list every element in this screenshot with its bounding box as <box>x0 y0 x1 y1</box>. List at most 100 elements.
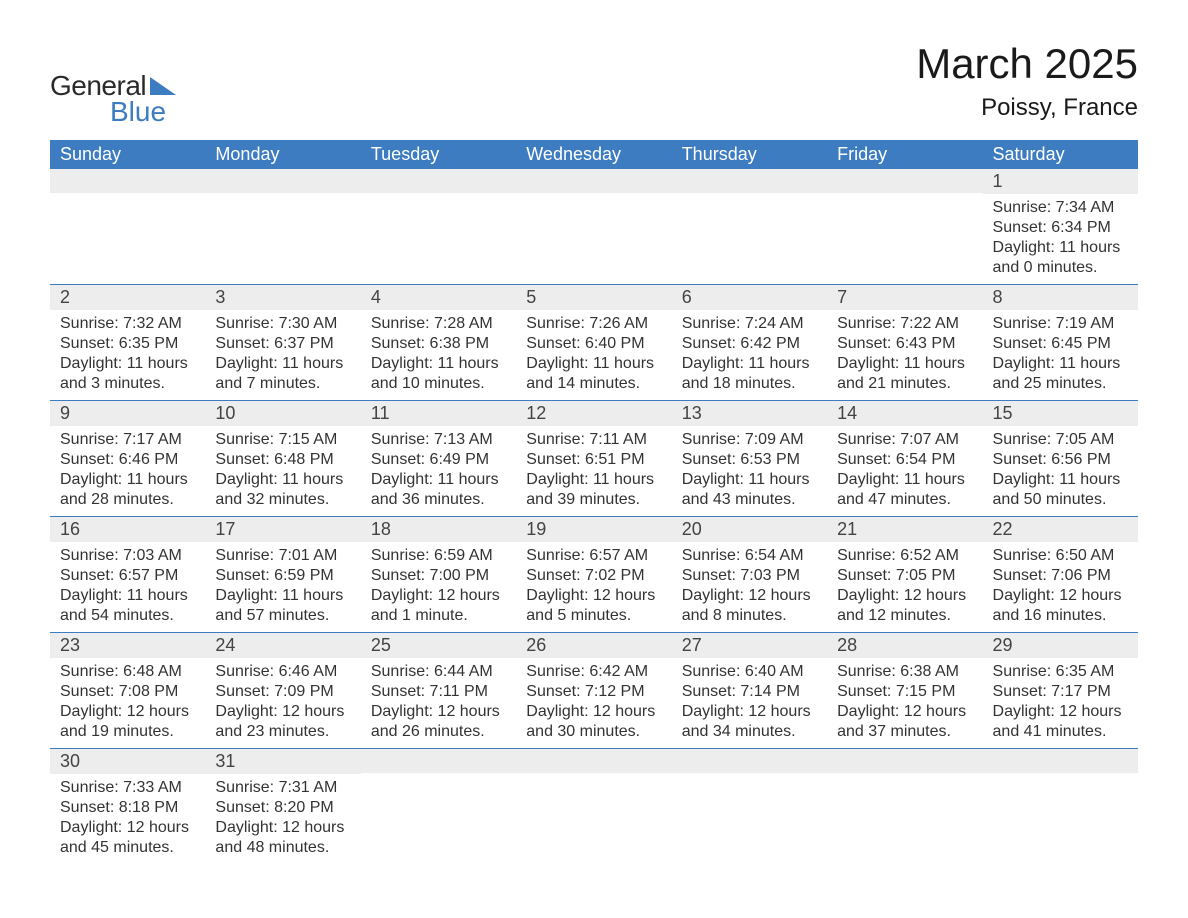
calendar-cell: 23Sunrise: 6:48 AMSunset: 7:08 PMDayligh… <box>50 633 205 749</box>
day-number: 11 <box>361 401 516 426</box>
empty-day-number <box>827 169 982 193</box>
calendar-cell <box>672 749 827 865</box>
calendar-week: 1Sunrise: 7:34 AMSunset: 6:34 PMDaylight… <box>50 169 1138 285</box>
weekday-header: Monday <box>205 140 360 169</box>
calendar-cell: 20Sunrise: 6:54 AMSunset: 7:03 PMDayligh… <box>672 517 827 633</box>
sunrise-text: Sunrise: 6:42 AM <box>526 662 661 682</box>
daylight-text: Daylight: 11 hours and 14 minutes. <box>526 354 661 394</box>
day-body: Sunrise: 7:34 AMSunset: 6:34 PMDaylight:… <box>983 194 1138 284</box>
calendar-cell: 13Sunrise: 7:09 AMSunset: 6:53 PMDayligh… <box>672 401 827 517</box>
day-number: 26 <box>516 633 671 658</box>
day-number: 16 <box>50 517 205 542</box>
daylight-text: Daylight: 12 hours and 12 minutes. <box>837 586 972 626</box>
daylight-text: Daylight: 11 hours and 47 minutes. <box>837 470 972 510</box>
day-body: Sunrise: 7:22 AMSunset: 6:43 PMDaylight:… <box>827 310 982 400</box>
calendar-cell: 10Sunrise: 7:15 AMSunset: 6:48 PMDayligh… <box>205 401 360 517</box>
daylight-text: Daylight: 11 hours and 18 minutes. <box>682 354 817 394</box>
sunset-text: Sunset: 6:43 PM <box>837 334 972 354</box>
sunrise-text: Sunrise: 7:17 AM <box>60 430 195 450</box>
daylight-text: Daylight: 11 hours and 7 minutes. <box>215 354 350 394</box>
day-body: Sunrise: 7:24 AMSunset: 6:42 PMDaylight:… <box>672 310 827 400</box>
day-body: Sunrise: 7:15 AMSunset: 6:48 PMDaylight:… <box>205 426 360 516</box>
calendar-cell: 6Sunrise: 7:24 AMSunset: 6:42 PMDaylight… <box>672 285 827 401</box>
daylight-text: Daylight: 11 hours and 10 minutes. <box>371 354 506 394</box>
daylight-text: Daylight: 11 hours and 32 minutes. <box>215 470 350 510</box>
day-number: 27 <box>672 633 827 658</box>
sunrise-text: Sunrise: 6:52 AM <box>837 546 972 566</box>
day-number: 31 <box>205 749 360 774</box>
calendar-cell: 12Sunrise: 7:11 AMSunset: 6:51 PMDayligh… <box>516 401 671 517</box>
empty-day-number <box>672 169 827 193</box>
calendar-cell: 25Sunrise: 6:44 AMSunset: 7:11 PMDayligh… <box>361 633 516 749</box>
sunset-text: Sunset: 8:20 PM <box>215 798 350 818</box>
day-body: Sunrise: 7:07 AMSunset: 6:54 PMDaylight:… <box>827 426 982 516</box>
calendar-cell: 2Sunrise: 7:32 AMSunset: 6:35 PMDaylight… <box>50 285 205 401</box>
sunset-text: Sunset: 6:51 PM <box>526 450 661 470</box>
day-number: 14 <box>827 401 982 426</box>
sunrise-text: Sunrise: 7:01 AM <box>215 546 350 566</box>
day-body: Sunrise: 7:26 AMSunset: 6:40 PMDaylight:… <box>516 310 671 400</box>
sunrise-text: Sunrise: 7:26 AM <box>526 314 661 334</box>
sunset-text: Sunset: 8:18 PM <box>60 798 195 818</box>
sunset-text: Sunset: 6:45 PM <box>993 334 1128 354</box>
empty-day-number <box>205 169 360 193</box>
sunrise-text: Sunrise: 7:32 AM <box>60 314 195 334</box>
day-number: 12 <box>516 401 671 426</box>
calendar-week: 2Sunrise: 7:32 AMSunset: 6:35 PMDaylight… <box>50 285 1138 401</box>
calendar-cell: 17Sunrise: 7:01 AMSunset: 6:59 PMDayligh… <box>205 517 360 633</box>
calendar-week: 30Sunrise: 7:33 AMSunset: 8:18 PMDayligh… <box>50 749 1138 865</box>
sunrise-text: Sunrise: 6:57 AM <box>526 546 661 566</box>
daylight-text: Daylight: 11 hours and 25 minutes. <box>993 354 1128 394</box>
day-body: Sunrise: 7:09 AMSunset: 6:53 PMDaylight:… <box>672 426 827 516</box>
calendar-cell: 22Sunrise: 6:50 AMSunset: 7:06 PMDayligh… <box>983 517 1138 633</box>
empty-day-body <box>516 773 671 803</box>
day-body: Sunrise: 7:28 AMSunset: 6:38 PMDaylight:… <box>361 310 516 400</box>
sunset-text: Sunset: 7:14 PM <box>682 682 817 702</box>
sunset-text: Sunset: 7:09 PM <box>215 682 350 702</box>
daylight-text: Daylight: 12 hours and 30 minutes. <box>526 702 661 742</box>
day-body: Sunrise: 7:19 AMSunset: 6:45 PMDaylight:… <box>983 310 1138 400</box>
calendar-cell: 27Sunrise: 6:40 AMSunset: 7:14 PMDayligh… <box>672 633 827 749</box>
empty-day-body <box>827 193 982 223</box>
day-number: 7 <box>827 285 982 310</box>
day-body: Sunrise: 6:42 AMSunset: 7:12 PMDaylight:… <box>516 658 671 748</box>
empty-day-number <box>50 169 205 193</box>
sunrise-text: Sunrise: 6:54 AM <box>682 546 817 566</box>
daylight-text: Daylight: 12 hours and 23 minutes. <box>215 702 350 742</box>
daylight-text: Daylight: 12 hours and 34 minutes. <box>682 702 817 742</box>
day-number: 30 <box>50 749 205 774</box>
sunset-text: Sunset: 6:46 PM <box>60 450 195 470</box>
daylight-text: Daylight: 11 hours and 39 minutes. <box>526 470 661 510</box>
sunrise-text: Sunrise: 7:31 AM <box>215 778 350 798</box>
day-number: 13 <box>672 401 827 426</box>
empty-day-number <box>361 749 516 773</box>
title-block: March 2025 Poissy, France <box>916 40 1138 122</box>
day-number: 18 <box>361 517 516 542</box>
calendar-week: 23Sunrise: 6:48 AMSunset: 7:08 PMDayligh… <box>50 633 1138 749</box>
day-body: Sunrise: 6:44 AMSunset: 7:11 PMDaylight:… <box>361 658 516 748</box>
calendar-cell: 3Sunrise: 7:30 AMSunset: 6:37 PMDaylight… <box>205 285 360 401</box>
weekday-header: Friday <box>827 140 982 169</box>
sunrise-text: Sunrise: 7:03 AM <box>60 546 195 566</box>
calendar-cell: 30Sunrise: 7:33 AMSunset: 8:18 PMDayligh… <box>50 749 205 865</box>
location: Poissy, France <box>916 94 1138 122</box>
sunset-text: Sunset: 6:54 PM <box>837 450 972 470</box>
calendar-cell: 18Sunrise: 6:59 AMSunset: 7:00 PMDayligh… <box>361 517 516 633</box>
day-number: 2 <box>50 285 205 310</box>
sunset-text: Sunset: 7:17 PM <box>993 682 1128 702</box>
sunset-text: Sunset: 6:34 PM <box>993 218 1128 238</box>
daylight-text: Daylight: 11 hours and 43 minutes. <box>682 470 817 510</box>
day-number: 19 <box>516 517 671 542</box>
calendar-table: Sunday Monday Tuesday Wednesday Thursday… <box>50 140 1138 864</box>
daylight-text: Daylight: 12 hours and 26 minutes. <box>371 702 506 742</box>
daylight-text: Daylight: 11 hours and 57 minutes. <box>215 586 350 626</box>
sunset-text: Sunset: 7:02 PM <box>526 566 661 586</box>
sunset-text: Sunset: 7:12 PM <box>526 682 661 702</box>
daylight-text: Daylight: 12 hours and 45 minutes. <box>60 818 195 858</box>
empty-day-number <box>516 169 671 193</box>
empty-day-body <box>516 193 671 223</box>
sunrise-text: Sunrise: 7:15 AM <box>215 430 350 450</box>
day-body: Sunrise: 7:11 AMSunset: 6:51 PMDaylight:… <box>516 426 671 516</box>
calendar-cell: 14Sunrise: 7:07 AMSunset: 6:54 PMDayligh… <box>827 401 982 517</box>
calendar-cell: 16Sunrise: 7:03 AMSunset: 6:57 PMDayligh… <box>50 517 205 633</box>
